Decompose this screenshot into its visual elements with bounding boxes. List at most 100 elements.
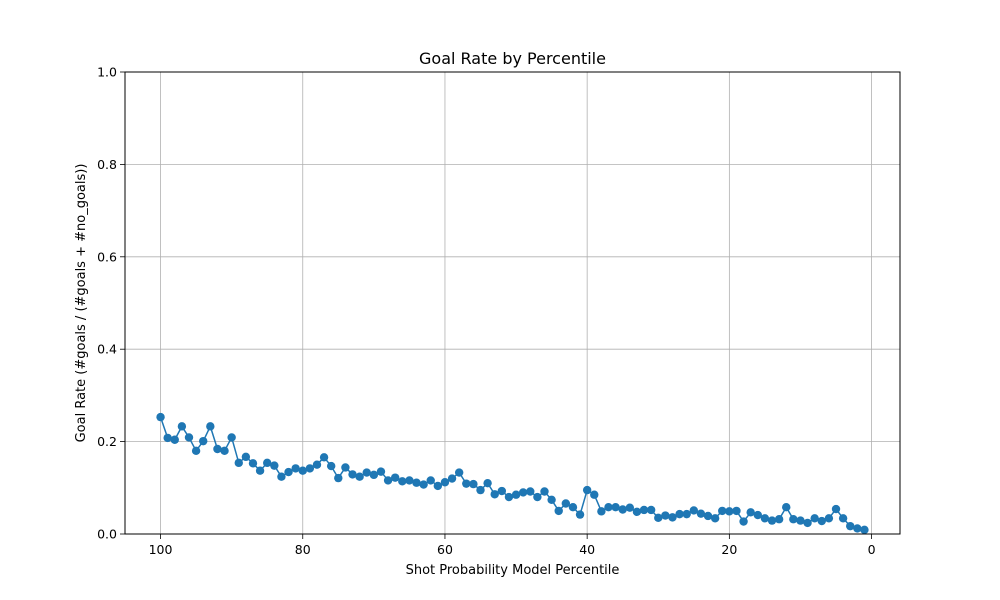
- data-point: [803, 518, 812, 528]
- axis-ticks: 100 80 60 40 20 0 0.0 0.2 0.4 0.6 0.8 1.0: [97, 65, 875, 558]
- x-tick-label: 60: [437, 542, 453, 557]
- data-point: [419, 480, 428, 489]
- data-point: [191, 446, 201, 456]
- data-point: [476, 485, 485, 495]
- data-point: [263, 458, 272, 468]
- data-point: [675, 509, 684, 519]
- data-point: [447, 474, 457, 483]
- y-tick-label: 0.4: [97, 342, 117, 357]
- data-point: [163, 433, 172, 443]
- data-point: [739, 517, 748, 526]
- data-point: [227, 433, 236, 442]
- data-point: [206, 422, 215, 431]
- data-point: [518, 488, 528, 497]
- data-point: [298, 466, 307, 475]
- data-point: [860, 525, 869, 535]
- data-point: [490, 490, 499, 499]
- chart-title: Goal Rate by Percentile: [419, 49, 606, 68]
- data-point: [561, 499, 571, 508]
- data-point: [668, 513, 677, 522]
- x-tick-label: 100: [149, 542, 173, 557]
- data-point: [604, 503, 613, 512]
- data-point: [703, 511, 713, 521]
- data-point: [469, 479, 478, 489]
- data-point: [291, 464, 300, 473]
- x-tick-label: 20: [721, 542, 737, 557]
- data-point: [462, 479, 471, 488]
- data-point: [746, 508, 755, 517]
- data-point: [654, 513, 663, 523]
- data-point: [234, 458, 243, 468]
- data-point: [853, 524, 862, 533]
- data-point: [846, 521, 855, 531]
- data-point: [241, 452, 251, 462]
- plot-frame: [124, 71, 901, 535]
- y-tick-label: 0.6: [97, 249, 117, 264]
- data-point: [355, 472, 364, 481]
- data-point: [760, 514, 770, 523]
- y-tick-label: 0.8: [97, 157, 117, 172]
- data-point: [305, 464, 315, 473]
- data-point: [334, 473, 343, 483]
- data-point: [184, 433, 194, 442]
- data-point: [319, 453, 329, 462]
- data-point: [255, 466, 265, 475]
- data-point: [284, 467, 293, 477]
- data-point: [170, 435, 179, 444]
- data-point: [483, 478, 492, 488]
- data-point: [362, 468, 371, 477]
- data-point: [632, 507, 642, 517]
- y-axis-label: Goal Rate (#goals / (#goals + #no_goals)…: [74, 164, 89, 443]
- data-point: [767, 516, 777, 525]
- y-tick-label: 1.0: [97, 65, 117, 80]
- data-point: [547, 495, 556, 505]
- data-point: [405, 476, 414, 485]
- data-point: [369, 470, 379, 480]
- data-point: [661, 511, 670, 520]
- data-point: [838, 514, 848, 523]
- x-tick-label: 80: [295, 542, 311, 557]
- data-point: [710, 514, 720, 523]
- data-point: [248, 459, 258, 468]
- data-point: [213, 444, 222, 454]
- series-layer: [156, 412, 869, 535]
- data-point: [732, 506, 741, 516]
- data-point: [533, 492, 542, 502]
- data-point: [568, 503, 578, 512]
- data-point: [540, 487, 549, 496]
- data-point: [625, 503, 635, 512]
- data-point: [156, 412, 165, 422]
- data-point: [753, 510, 762, 520]
- data-point: [611, 503, 620, 512]
- data-point: [199, 436, 208, 446]
- data-point: [426, 476, 435, 485]
- data-point: [575, 510, 585, 519]
- data-point: [412, 478, 421, 487]
- data-point: [817, 516, 826, 526]
- data-point: [526, 487, 535, 496]
- data-point: [590, 490, 599, 499]
- data-point: [433, 481, 443, 491]
- data-point: [646, 505, 656, 515]
- data-point: [774, 515, 784, 524]
- data-point: [618, 505, 627, 514]
- data-point: [497, 486, 507, 496]
- data-point: [554, 506, 563, 516]
- data-point: [831, 504, 841, 514]
- data-point: [270, 461, 279, 470]
- data-point: [326, 461, 336, 471]
- data-point: [348, 470, 357, 479]
- data-point: [782, 503, 791, 512]
- data-point: [390, 473, 400, 482]
- data-point: [277, 472, 286, 481]
- data-point: [454, 468, 464, 477]
- x-tick-label: 0: [868, 542, 876, 557]
- data-point: [718, 506, 727, 516]
- data-point: [639, 505, 649, 515]
- data-point: [810, 514, 819, 523]
- data-point: [440, 478, 450, 487]
- data-point: [682, 509, 691, 519]
- data-point: [177, 422, 187, 431]
